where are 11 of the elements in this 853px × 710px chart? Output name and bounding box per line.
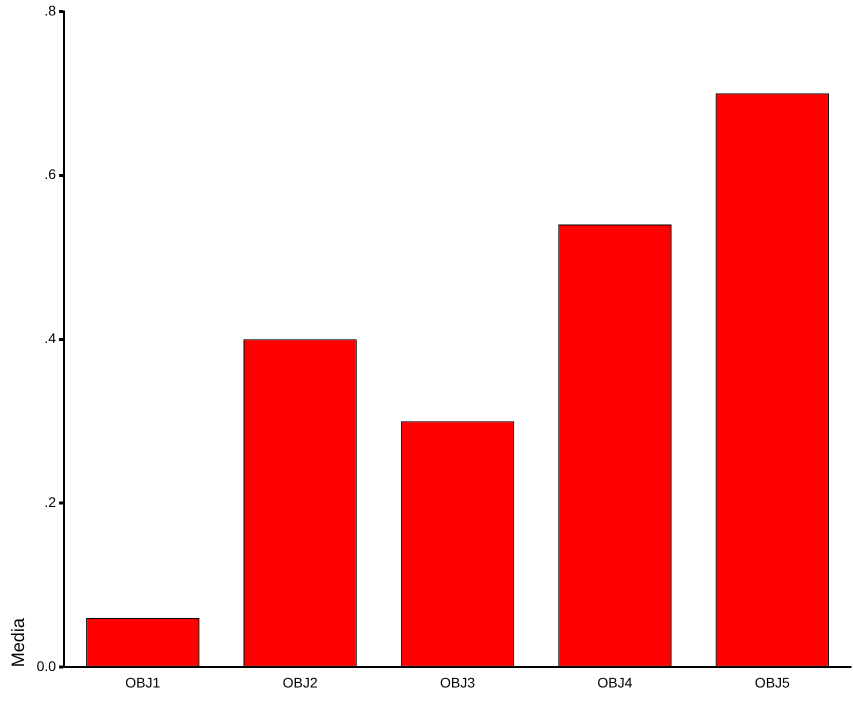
x-tick-label: OBJ3	[440, 674, 476, 690]
y-axis-title: Media	[8, 617, 28, 668]
y-tick-label: .4	[44, 330, 56, 346]
y-tick-label: 0.0	[36, 658, 56, 674]
x-tick-label: OBJ4	[597, 674, 633, 690]
y-tick-label: .8	[44, 2, 56, 18]
x-tick-label: OBJ2	[282, 674, 318, 690]
y-tick-label: .6	[44, 166, 56, 182]
x-tick-label: OBJ1	[125, 674, 160, 690]
x-tick-label: OBJ5	[754, 674, 790, 690]
y-tick-label: .2	[44, 494, 56, 510]
